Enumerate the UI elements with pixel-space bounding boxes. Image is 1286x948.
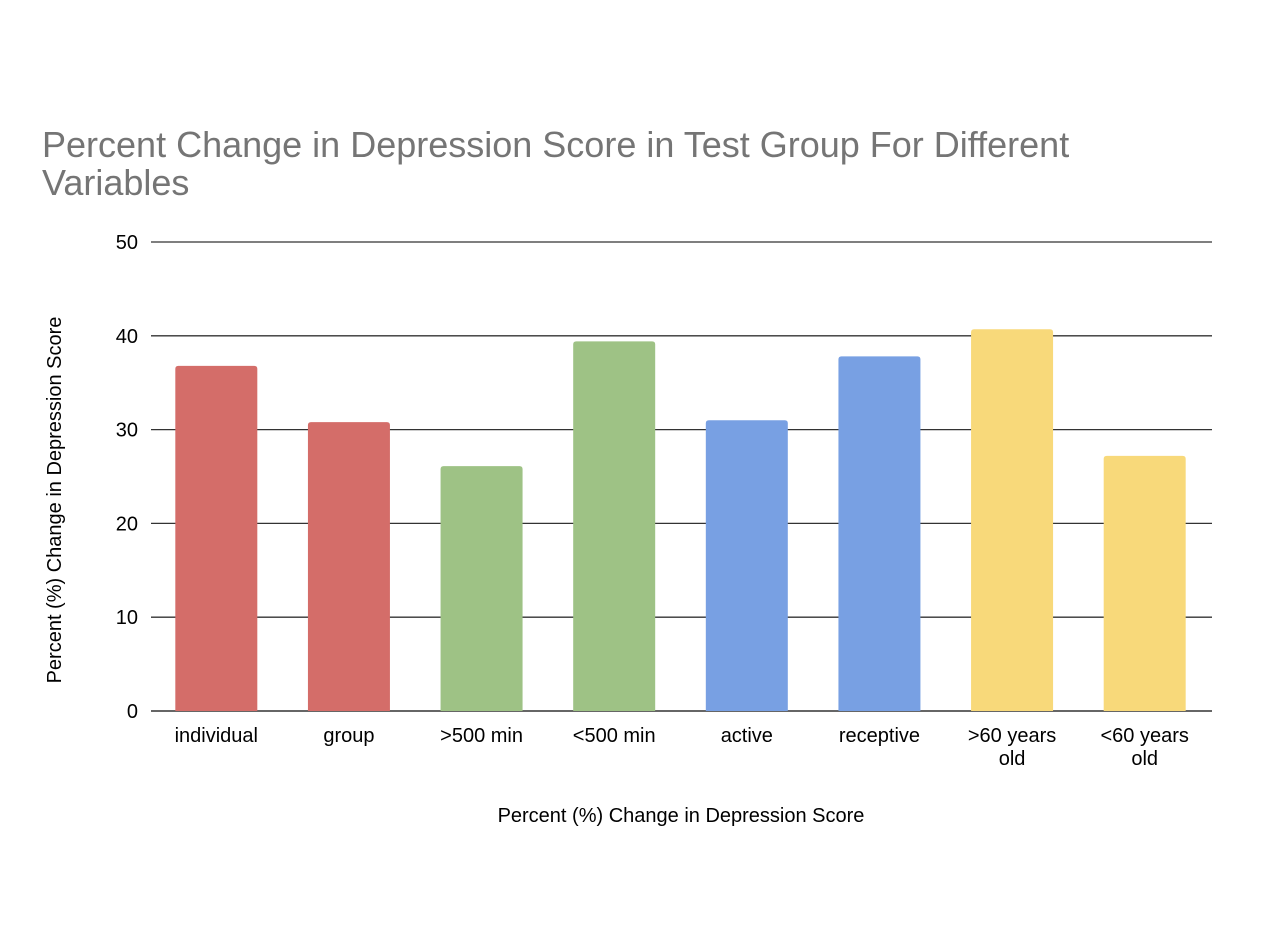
chart-title: Percent Change in Depression Score in Te… xyxy=(42,124,1070,203)
bar xyxy=(440,466,523,711)
y-tick-label: 50 xyxy=(116,232,138,254)
bar xyxy=(573,341,656,711)
x-tick-label: <500 min xyxy=(573,725,656,747)
x-tick-label: >60 years old xyxy=(968,725,1056,770)
x-axis-ticks: individual group >500 min <500 min active rec… xyxy=(175,725,1189,770)
x-tick-label: group xyxy=(323,725,374,747)
bar xyxy=(705,420,788,711)
x-tick-label: individual xyxy=(175,725,258,747)
y-tick-label: 0 xyxy=(127,701,138,723)
bar xyxy=(838,356,921,711)
y-axis-ticks: 0 10 20 30 40 50 xyxy=(116,232,138,723)
bar xyxy=(1103,455,1186,711)
y-tick-label: 10 xyxy=(116,607,138,629)
bar xyxy=(971,329,1054,711)
y-tick-label: 40 xyxy=(116,326,138,348)
x-tick-label: >500 min xyxy=(440,725,523,747)
x-axis-title: Percent (%) Change in Depression Score xyxy=(498,805,865,827)
bar xyxy=(175,365,258,711)
x-tick-label: <60 years old xyxy=(1100,725,1188,770)
y-axis-title: Percent (%) Change in Depression Score xyxy=(44,317,66,684)
bar xyxy=(307,422,390,711)
x-tick-label: active xyxy=(721,725,773,747)
y-tick-label: 20 xyxy=(116,513,138,535)
x-tick-label: receptive xyxy=(839,725,920,747)
bars xyxy=(175,329,1186,711)
y-tick-label: 30 xyxy=(116,420,138,442)
